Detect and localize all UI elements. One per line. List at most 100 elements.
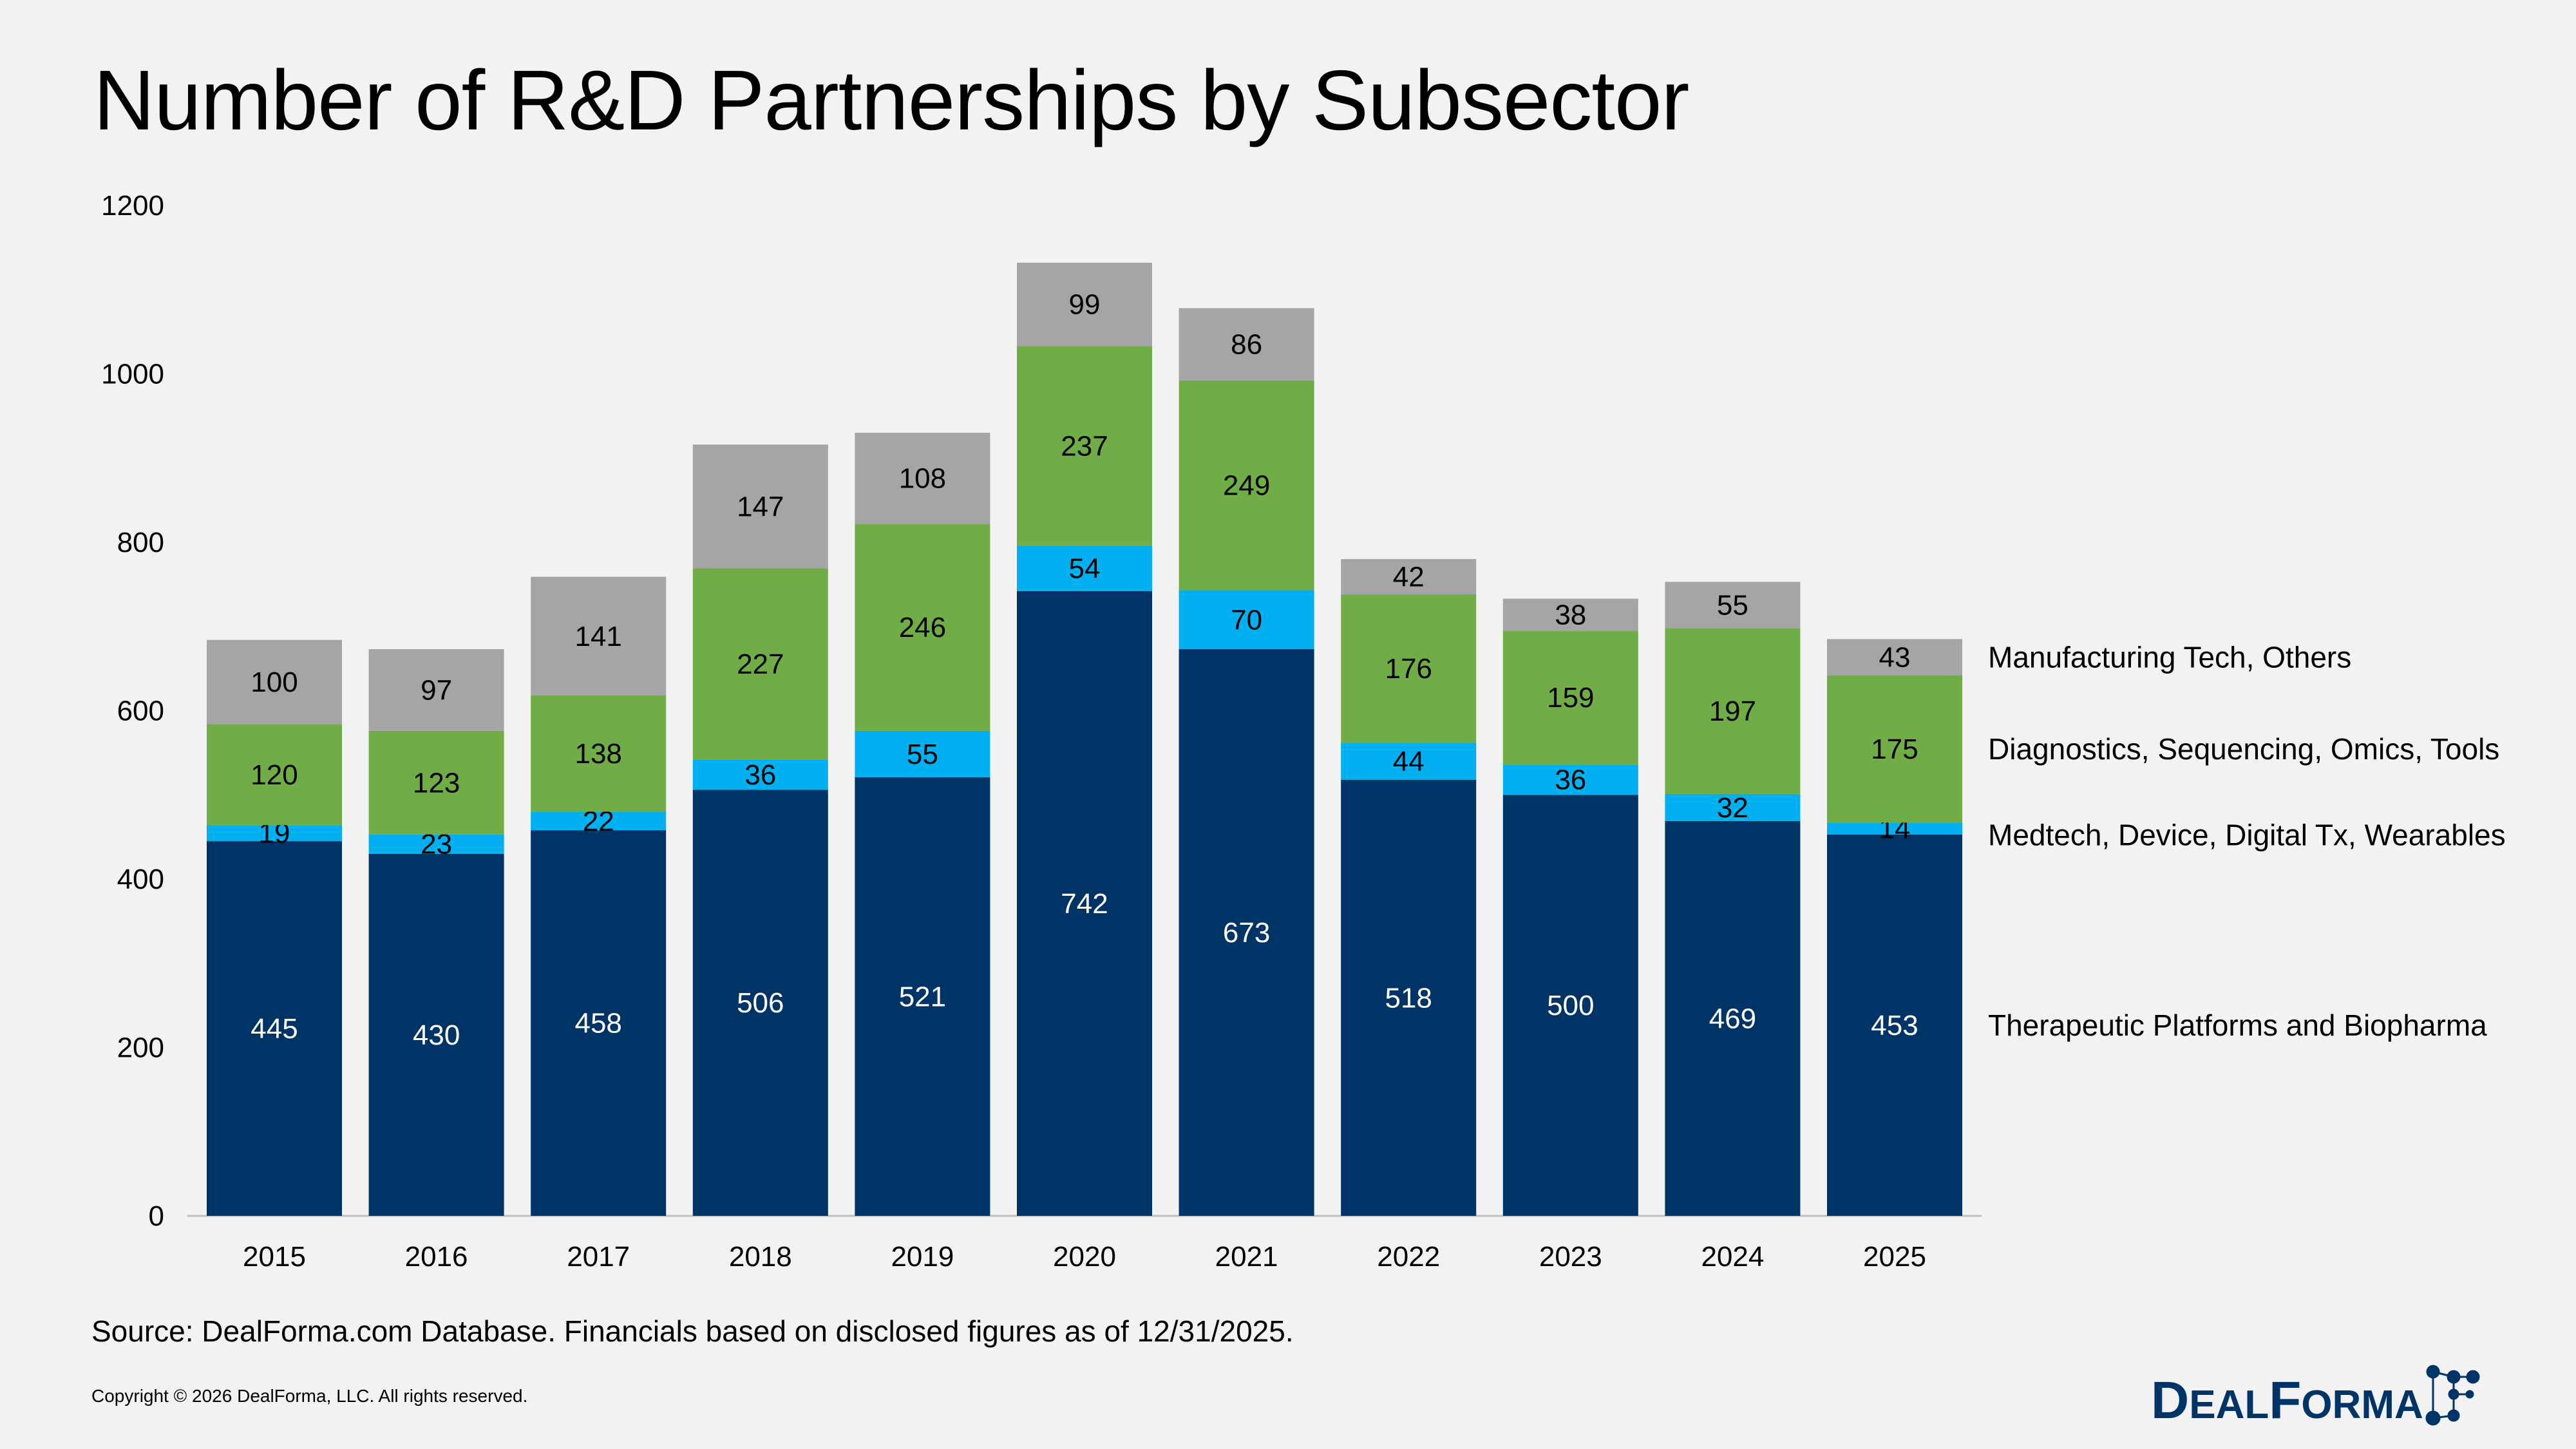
bar-segment: [1827, 639, 1962, 676]
data-label: 42: [1393, 562, 1425, 593]
data-label: 249: [1223, 470, 1270, 502]
y-tick-label: 200: [117, 1032, 164, 1064]
y-tick-label: 800: [117, 527, 164, 558]
bar-segment: [692, 444, 828, 569]
data-label: 500: [1547, 990, 1594, 1021]
bar-segment: [1827, 834, 1962, 1216]
x-tick-label: 2017: [567, 1241, 630, 1273]
bar-segment: [1502, 764, 1638, 795]
x-tick-label: 2022: [1377, 1241, 1440, 1273]
x-tick-label: 2015: [243, 1241, 306, 1273]
bar-segment: [1665, 820, 1801, 1216]
data-label: 86: [1231, 329, 1262, 361]
bar-segment: [1341, 779, 1477, 1216]
bar-segment: [1502, 598, 1638, 631]
bar-segment: [531, 695, 667, 812]
data-label: 97: [421, 674, 452, 706]
bar-segment: [692, 790, 828, 1216]
data-label: 38: [1555, 599, 1586, 630]
bar-segment: [855, 524, 990, 731]
data-label: 54: [1069, 553, 1101, 585]
bar-segment: [1665, 628, 1801, 794]
bar-segment: [207, 841, 342, 1216]
data-label: 518: [1385, 982, 1432, 1014]
data-label: 100: [251, 667, 298, 698]
data-label: 55: [907, 739, 938, 770]
svg-text:DEALFORMA: DEALFORMA: [2151, 1371, 2423, 1430]
data-label: 673: [1223, 917, 1270, 949]
bar-segment: [531, 811, 667, 831]
y-tick-label: 1000: [101, 359, 164, 390]
data-label: 430: [413, 1019, 460, 1051]
data-label: 36: [744, 759, 776, 791]
source-note: Source: DealForma.com Database. Financia…: [91, 1314, 1294, 1348]
stacked-bar-chart: 0200400600800100012004451912010020154302…: [101, 190, 2506, 1273]
data-label: 36: [1555, 764, 1586, 796]
data-label: 176: [1385, 653, 1432, 685]
bar-segment: [1179, 590, 1314, 650]
bar-segment: [368, 649, 504, 731]
data-label: 141: [574, 621, 621, 652]
bar-segment: [855, 433, 990, 524]
bar-segment: [1017, 545, 1152, 591]
bar-segment: [1665, 582, 1801, 629]
data-label: 70: [1231, 604, 1262, 636]
bar-segment: [1665, 793, 1801, 821]
data-label: 197: [1709, 696, 1756, 727]
data-label: 175: [1871, 734, 1918, 765]
legend-label: Manufacturing Tech, Others: [1988, 640, 2351, 674]
bar-segment: [1017, 346, 1152, 546]
bar-segment: [1179, 380, 1314, 591]
data-label: 147: [737, 491, 784, 522]
data-label: 506: [737, 987, 784, 1019]
x-tick-label: 2020: [1053, 1241, 1116, 1273]
data-label: 453: [1871, 1010, 1918, 1041]
bar-segment: [531, 830, 667, 1216]
bar-segment: [692, 568, 828, 760]
bar-segment: [207, 724, 342, 826]
bar-segment: [368, 730, 504, 835]
data-label: 138: [574, 738, 621, 770]
data-label: 521: [899, 981, 946, 1012]
bar-segment: [368, 834, 504, 854]
bar-segment: [1341, 743, 1477, 780]
data-label: 246: [899, 612, 946, 643]
data-label: 55: [1717, 589, 1748, 621]
y-tick-label: 400: [117, 864, 164, 895]
dealforma-logo: DEALFORMA: [2151, 1359, 2512, 1433]
x-tick-label: 2019: [891, 1241, 954, 1273]
legend-label: Diagnostics, Sequencing, Omics, Tools: [1988, 732, 2499, 766]
bar-segment: [368, 853, 504, 1216]
data-label: 458: [574, 1008, 621, 1039]
bar-segment: [1341, 559, 1477, 595]
data-label: 43: [1879, 641, 1911, 673]
bar-segment: [855, 777, 990, 1216]
bar-segment: [855, 730, 990, 777]
bar-segment: [1179, 649, 1314, 1216]
bar-segment: [1179, 308, 1314, 381]
data-label: 32: [1717, 792, 1748, 824]
data-label: 123: [413, 767, 460, 799]
bar-segment: [207, 639, 342, 724]
x-tick-label: 2021: [1215, 1241, 1278, 1273]
data-label: 44: [1393, 746, 1425, 777]
legend-label: Medtech, Device, Digital Tx, Wearables: [1988, 819, 2506, 852]
data-label: 469: [1709, 1003, 1756, 1034]
data-label: 120: [251, 759, 298, 791]
y-tick-label: 0: [149, 1200, 164, 1232]
legend-label: Therapeutic Platforms and Biopharma: [1988, 1009, 2487, 1042]
data-label: 227: [737, 649, 784, 680]
bar-segment: [1502, 795, 1638, 1216]
data-label: 445: [251, 1013, 298, 1045]
page-title: Number of R&D Partnerships by Subsector: [93, 53, 1689, 147]
x-tick-label: 2025: [1863, 1241, 1926, 1273]
bar-segment: [1502, 630, 1638, 765]
y-tick-label: 600: [117, 696, 164, 727]
bar-segment: [1827, 675, 1962, 823]
x-tick-label: 2018: [729, 1241, 792, 1273]
data-label: 108: [899, 463, 946, 495]
bar-segment: [692, 759, 828, 790]
x-tick-label: 2016: [405, 1241, 468, 1273]
bar-segment: [207, 825, 342, 842]
bar-segment: [1017, 591, 1152, 1216]
